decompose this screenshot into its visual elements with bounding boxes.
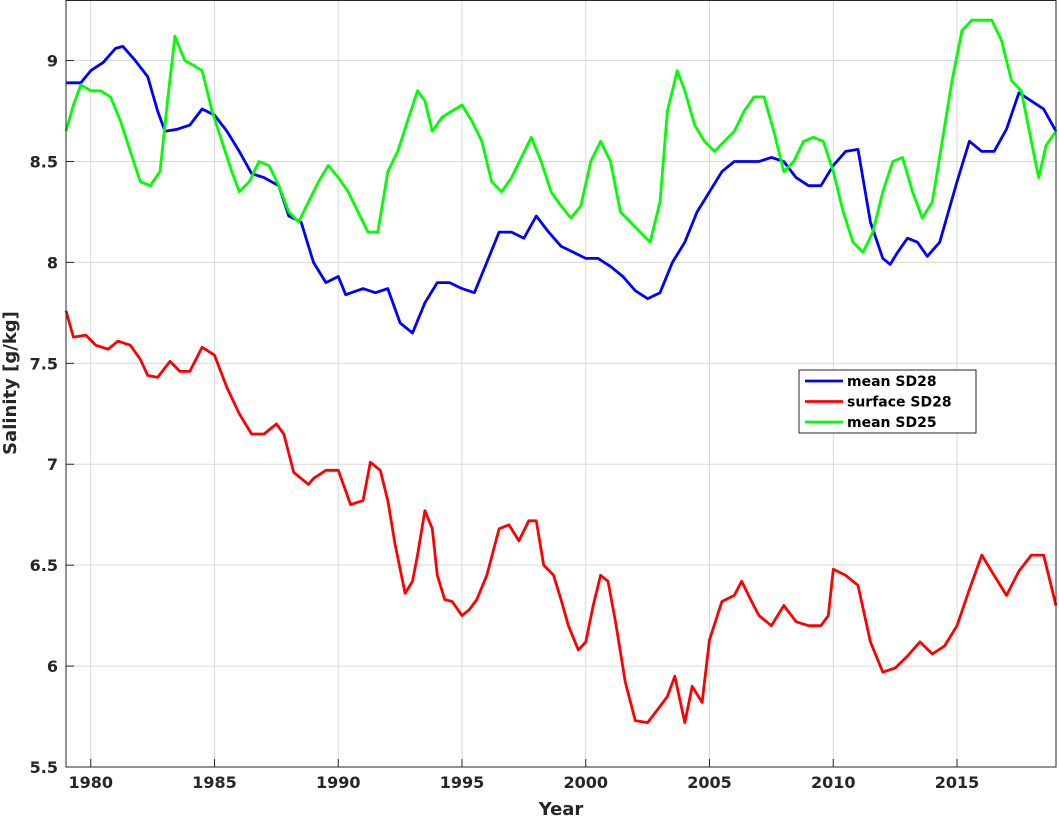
- y-tick-label: 6.5: [30, 556, 58, 575]
- y-tick-label: 8.5: [30, 152, 58, 171]
- series-lines: [64, 18, 1058, 724]
- x-tick-label: 1980: [68, 773, 113, 792]
- y-tick-label: 5.5: [30, 758, 58, 777]
- x-tick-label: 1990: [316, 773, 361, 792]
- y-tick-label: 7: [47, 455, 58, 474]
- series-line-mean-sd28: [66, 45, 1058, 335]
- y-tick-label: 8: [47, 253, 58, 272]
- x-tick-label: 2015: [935, 773, 980, 792]
- legend-label-mean-sd25: mean SD25: [847, 415, 937, 431]
- legend-label-surface-sd28: surface SD28: [847, 395, 952, 411]
- legend-label-mean-sd28: mean SD28: [847, 374, 937, 390]
- x-tick-label: 1995: [440, 773, 485, 792]
- legend: mean SD28 surface SD28 mean SD25: [798, 369, 977, 434]
- x-tick-label: 2010: [811, 773, 856, 792]
- y-tick-label: 7.5: [30, 354, 58, 373]
- series-line-mean-sd25: [64, 18, 1058, 254]
- x-tick-label: 2005: [687, 773, 732, 792]
- series-line-surface-sd28: [64, 310, 1058, 724]
- plot-frame: [65, 0, 1057, 768]
- y-axis-label: Salinity [g/kg]: [0, 311, 21, 455]
- x-tick-label: 1985: [192, 773, 237, 792]
- y-tick-label: 9: [47, 52, 58, 71]
- x-tick-label: 2000: [563, 773, 608, 792]
- y-tick-label: 6: [47, 657, 58, 676]
- axis-ticks: 1980 1985 1990 1995 2000 2005 2010 2015 5.5 6 6.5 7…: [30, 52, 980, 792]
- x-axis-label: Year: [538, 799, 584, 818]
